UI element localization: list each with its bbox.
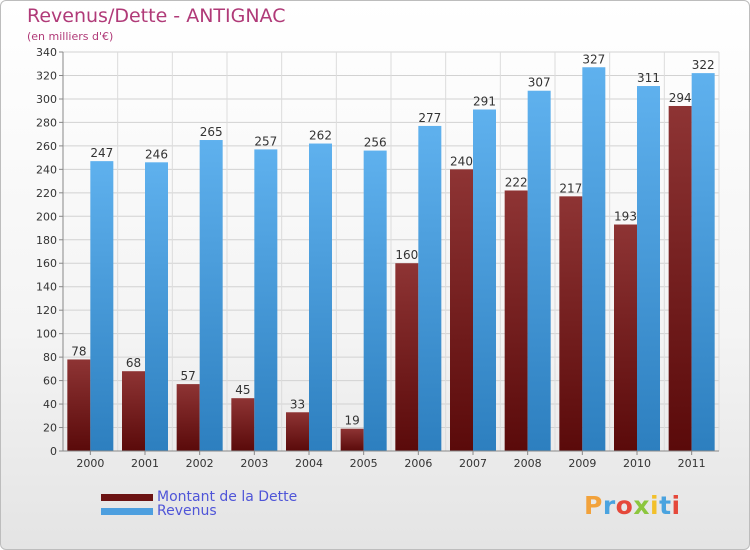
- bar-revenus-2001: [145, 162, 168, 451]
- logo-letter: i: [650, 491, 660, 520]
- bar-revenus-2006: [418, 125, 442, 452]
- data-label-revenus-2005: 256: [364, 136, 387, 150]
- bar-dette-2000: [67, 359, 91, 451]
- y-tick-label: 300: [36, 93, 57, 106]
- x-tick-label: 2010: [623, 457, 651, 470]
- data-label-revenus-2010: 311: [637, 71, 660, 85]
- y-tick-label: 80: [43, 351, 57, 364]
- data-label-dette-2005: 19: [345, 414, 360, 428]
- x-tick-label: 2000: [76, 457, 104, 470]
- y-tick-label: 200: [36, 210, 57, 223]
- chart-subtitle: (en milliers d'€): [27, 30, 114, 43]
- data-label-revenus-2003: 257: [254, 134, 277, 148]
- x-tick-label: 2005: [350, 457, 378, 470]
- x-tick-label: 2003: [240, 457, 268, 470]
- logo-letter: P: [584, 491, 603, 520]
- y-tick-label: 60: [43, 375, 57, 388]
- x-tick-label: 2002: [186, 457, 214, 470]
- data-label-revenus-2008: 307: [528, 76, 551, 90]
- data-label-dette-2010: 193: [614, 210, 637, 224]
- data-label-revenus-2011: 322: [692, 58, 715, 72]
- y-tick-label: 20: [43, 422, 57, 435]
- bar-dette-2006: [395, 263, 419, 451]
- data-label-dette-2004: 33: [290, 397, 305, 411]
- x-tick-label: 2004: [295, 457, 323, 470]
- bar-dette-2009: [559, 196, 583, 451]
- data-label-dette-2007: 240: [450, 154, 473, 168]
- data-label-revenus-2006: 277: [418, 111, 441, 125]
- data-label-dette-2006: 160: [395, 248, 418, 262]
- data-label-dette-2002: 57: [181, 369, 196, 383]
- legend-item-revenus: Revenus: [101, 503, 217, 519]
- y-tick-label: 40: [43, 398, 57, 411]
- data-label-revenus-2007: 291: [473, 95, 496, 109]
- bar-revenus-2007: [473, 109, 496, 452]
- bar-dette-2008: [504, 190, 528, 451]
- y-tick-label: 320: [36, 69, 57, 82]
- data-label-revenus-2009: 327: [582, 52, 605, 66]
- bar-revenus-2002: [199, 140, 223, 451]
- bar-revenus-2004: [309, 143, 332, 452]
- y-tick-label: 280: [36, 116, 57, 129]
- bar-revenus-2008: [527, 90, 551, 451]
- chart-title: Revenus/Dette - ANTIGNAC: [27, 5, 286, 27]
- x-tick-label: 2001: [131, 457, 159, 470]
- legend-item-debt: Montant de la Dette: [101, 489, 297, 505]
- logo-letter: i: [671, 491, 681, 520]
- y-tick-label: 340: [36, 46, 57, 59]
- y-tick-label: 100: [36, 328, 57, 341]
- y-tick-label: 260: [36, 140, 57, 153]
- bar-dette-2011: [668, 105, 692, 451]
- data-label-revenus-2001: 246: [145, 147, 168, 161]
- x-tick-label: 2009: [568, 457, 596, 470]
- bar-dette-2005: [340, 428, 364, 451]
- bar-dette-2004: [286, 412, 309, 451]
- proxiti-logo: Proxiti: [584, 491, 681, 520]
- data-label-revenus-2002: 265: [200, 125, 223, 139]
- y-tick-label: 220: [36, 187, 57, 200]
- y-tick-label: 240: [36, 163, 57, 176]
- y-tick-label: 180: [36, 234, 57, 247]
- bar-revenus-2000: [90, 161, 114, 451]
- bar-dette-2003: [231, 398, 255, 451]
- bar-dette-2002: [176, 384, 200, 451]
- legend-swatch-revenus: [101, 507, 153, 515]
- bar-revenus-2009: [582, 67, 606, 451]
- logo-letter: x: [633, 491, 650, 520]
- legend-swatch-debt: [101, 493, 153, 501]
- logo-letter: r: [602, 491, 616, 520]
- bar-revenus-2003: [254, 149, 278, 451]
- y-tick-label: 140: [36, 281, 57, 294]
- data-label-revenus-2004: 262: [309, 129, 332, 143]
- logo-letter: o: [615, 491, 634, 520]
- legend-label-debt: Montant de la Dette: [157, 489, 298, 505]
- logo-letter: t: [659, 491, 672, 520]
- data-label-dette-2009: 217: [559, 181, 582, 195]
- bar-revenus-2005: [363, 150, 387, 451]
- data-label-dette-2001: 68: [126, 356, 141, 370]
- data-label-dette-2000: 78: [71, 344, 86, 358]
- x-tick-label: 2007: [459, 457, 487, 470]
- data-label-dette-2011: 294: [669, 91, 692, 105]
- data-label-dette-2008: 222: [505, 175, 528, 189]
- data-label-dette-2003: 45: [235, 383, 250, 397]
- bar-revenus-2010: [637, 86, 660, 452]
- x-tick-label: 2008: [514, 457, 542, 470]
- y-tick-label: 120: [36, 304, 57, 317]
- y-tick-label: 160: [36, 257, 57, 270]
- x-tick-label: 2011: [678, 457, 706, 470]
- y-tick-label: 0: [50, 445, 57, 458]
- legend-label-revenus: Revenus: [157, 503, 217, 519]
- bar-dette-2007: [450, 169, 473, 451]
- x-tick-label: 2006: [404, 457, 432, 470]
- bar-dette-2001: [122, 371, 145, 451]
- bar-dette-2010: [614, 224, 637, 451]
- bar-revenus-2011: [691, 73, 715, 451]
- data-label-revenus-2000: 247: [90, 146, 113, 160]
